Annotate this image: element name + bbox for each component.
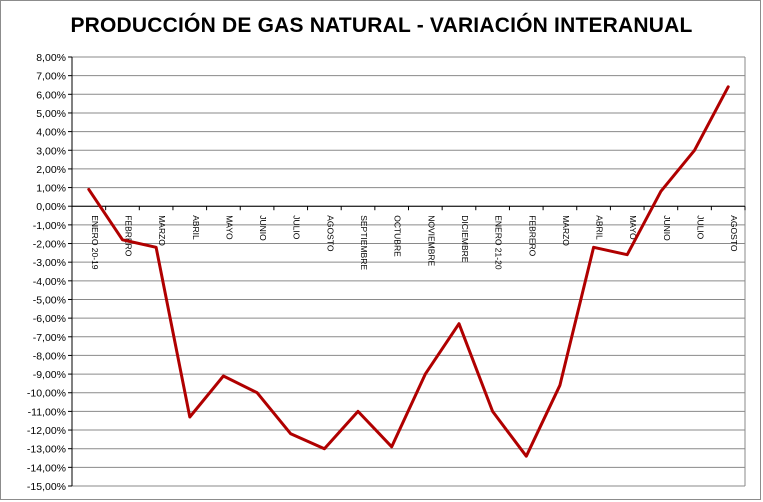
series-lines xyxy=(87,85,730,458)
y-tick-label: 1,00% xyxy=(36,183,66,195)
x-category-label: MARZO xyxy=(561,215,571,246)
y-tick-label: 7,00% xyxy=(36,71,66,83)
x-category-label: MAYO xyxy=(224,215,234,240)
y-tick-label: 3,00% xyxy=(36,145,66,157)
x-category-label: JUNIO xyxy=(662,215,672,241)
x-category-label: AGOSTO xyxy=(325,215,335,252)
x-category-label: JUNIO xyxy=(258,215,268,241)
axes xyxy=(68,56,746,487)
chart-title: PRODUCCIÓN DE GAS NATURAL - VARIACIÓN IN… xyxy=(70,14,693,37)
x-category-label: MAYO xyxy=(628,215,638,240)
y-tick-label: 8,00% xyxy=(36,52,66,64)
x-category-label: ABRIL xyxy=(191,215,201,240)
x-category-label: FEBRERO xyxy=(527,215,537,256)
y-tick-label: 0,00% xyxy=(36,201,66,213)
y-tick-label: -11,00% xyxy=(28,406,66,418)
x-category-label: MARZO xyxy=(157,215,167,246)
x-category-label: JULIO xyxy=(696,215,706,239)
x-category-label: ABRIL xyxy=(595,215,605,240)
gridlines xyxy=(72,56,745,487)
y-tick-label: -14,00% xyxy=(27,462,66,474)
y-tick-label: -2,00% xyxy=(33,239,66,251)
series-line xyxy=(87,85,730,458)
y-tick-label: -5,00% xyxy=(33,294,66,306)
x-category-label: OCTUBRE xyxy=(393,215,403,257)
y-tick-label: 4,00% xyxy=(36,127,66,139)
y-tick-label: -12,00% xyxy=(27,425,66,437)
x-category-label: ENERO 20-19 xyxy=(90,215,100,270)
y-axis-tick-labels: 8,00% 7,00% 6,00% 5,00% 4,00% 3,00% 2,00% 1,00%… xyxy=(27,52,66,493)
y-tick-label: -8,00% xyxy=(33,350,66,362)
x-category-label: DICIEMBRE xyxy=(460,215,470,263)
x-category-label: SEPTIEMBRE xyxy=(359,215,369,270)
y-tick-label: -1,00% xyxy=(33,220,66,232)
x-category-label: FEBRERO xyxy=(123,215,133,256)
x-category-label: JULIO xyxy=(292,215,302,239)
x-axis-category-labels: ENERO 20-19 FEBRERO MARZO ABRIL MAYO JUNIO JUL… xyxy=(90,215,739,270)
x-category-label: NOVIEMBRE xyxy=(426,215,436,266)
y-tick-label: 5,00% xyxy=(36,108,66,120)
y-tick-label: 6,00% xyxy=(36,89,66,101)
x-category-label: ENERO 21-20 xyxy=(494,215,504,270)
y-tick-label: -4,00% xyxy=(33,276,66,288)
y-tick-label: -9,00% xyxy=(33,369,66,381)
y-tick-label: -13,00% xyxy=(27,444,66,456)
y-tick-label: -10,00% xyxy=(27,388,66,400)
y-tick-label: -3,00% xyxy=(33,257,66,269)
x-category-label: AGOSTO xyxy=(729,215,739,252)
y-tick-label: -7,00% xyxy=(33,332,66,344)
y-tick-label: 2,00% xyxy=(36,164,66,176)
y-tick-label: -15,00% xyxy=(27,481,66,493)
y-tick-label: -6,00% xyxy=(33,313,66,325)
